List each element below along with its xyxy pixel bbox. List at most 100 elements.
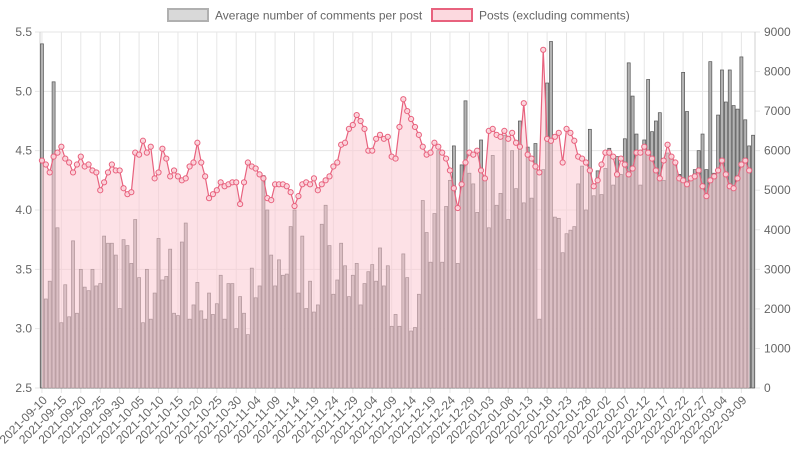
y-tick-label-right: 0	[764, 381, 771, 395]
line-point	[330, 163, 337, 170]
line-point	[470, 151, 477, 158]
line-point	[310, 175, 318, 182]
line-point	[186, 163, 193, 170]
legend-item[interactable]: Posts (excluding comments)	[431, 8, 630, 23]
line-point	[217, 179, 224, 186]
line-point	[734, 175, 741, 182]
line-point	[306, 181, 314, 188]
line-point	[353, 111, 360, 119]
line-point	[512, 139, 520, 146]
line-point	[660, 157, 667, 164]
y-tick-label-right: 5000	[764, 183, 791, 197]
line-point	[532, 163, 539, 170]
line-point	[260, 175, 267, 182]
line-point	[120, 185, 127, 192]
line-point	[244, 159, 251, 166]
line-point	[454, 204, 461, 212]
line-point	[672, 159, 679, 166]
line-point	[555, 129, 562, 136]
line-point	[376, 131, 384, 138]
line-point	[711, 173, 718, 180]
line-area-fill	[41, 49, 750, 389]
line-point	[559, 159, 566, 166]
line-point	[699, 183, 706, 190]
line-point	[520, 100, 527, 107]
line-point	[334, 159, 341, 166]
line-point	[431, 139, 438, 146]
legend-item[interactable]: Average number of comments per post	[167, 8, 423, 23]
line-point	[104, 169, 112, 176]
line-point	[714, 167, 722, 174]
line-point	[143, 149, 150, 156]
line-point	[209, 191, 217, 198]
line-point	[314, 187, 321, 194]
line-point	[233, 179, 240, 186]
line-point	[151, 175, 158, 182]
line-point	[404, 108, 411, 115]
line-point	[182, 175, 189, 182]
line-point	[400, 96, 407, 103]
line-point	[252, 165, 259, 172]
line-point	[703, 193, 710, 200]
line-point	[396, 123, 403, 131]
legend-label: Posts (excluding comments)	[479, 9, 630, 23]
line-point	[664, 141, 671, 148]
line-point	[361, 125, 368, 133]
line-point	[93, 169, 100, 176]
line-point	[97, 187, 104, 194]
y-tick-label-left: 4.0	[15, 203, 32, 217]
line-point	[625, 171, 632, 178]
line-point	[411, 123, 419, 131]
legend[interactable]: Average number of comments per post Posts…	[167, 8, 630, 23]
line-point	[442, 155, 450, 162]
line-point	[481, 175, 489, 182]
line-point	[85, 161, 92, 168]
line-point	[516, 143, 524, 150]
line-point	[155, 169, 162, 176]
line-point	[691, 173, 698, 180]
line-point	[450, 185, 457, 192]
line-point	[170, 167, 178, 174]
line-point	[369, 147, 376, 154]
line-point	[578, 155, 586, 162]
y-tick-label-left: 3.0	[15, 322, 32, 336]
line-point	[540, 46, 547, 53]
line-point	[415, 131, 422, 138]
line-point	[746, 167, 753, 174]
line-point	[509, 129, 516, 136]
line-point	[497, 133, 504, 140]
line-point	[613, 171, 621, 178]
line-point	[408, 115, 415, 123]
line-point	[474, 147, 481, 154]
line-point	[594, 177, 601, 184]
line-point	[69, 169, 77, 176]
line-point	[384, 133, 391, 140]
line-point	[435, 143, 442, 150]
line-point	[108, 161, 115, 168]
line-point	[167, 173, 174, 180]
line-point	[58, 143, 65, 150]
line-point	[668, 153, 675, 160]
line-point	[680, 177, 687, 184]
line-series	[38, 46, 753, 389]
line-point	[652, 167, 660, 174]
line-point	[683, 181, 691, 188]
line-point	[707, 177, 714, 184]
y-tick-label-left: 3.5	[15, 262, 32, 276]
line-point	[528, 155, 535, 162]
line-point	[645, 149, 652, 156]
line-point	[547, 137, 555, 144]
line-point	[738, 161, 745, 168]
line-point	[135, 151, 143, 158]
bar	[751, 134, 755, 389]
line-point	[439, 149, 446, 156]
line-point	[648, 155, 656, 162]
line-point	[656, 175, 663, 182]
line-point	[590, 183, 597, 190]
line-point	[357, 117, 364, 125]
line-point	[283, 183, 290, 190]
line-point	[718, 157, 726, 164]
line-point	[610, 153, 617, 160]
line-point	[551, 133, 558, 140]
